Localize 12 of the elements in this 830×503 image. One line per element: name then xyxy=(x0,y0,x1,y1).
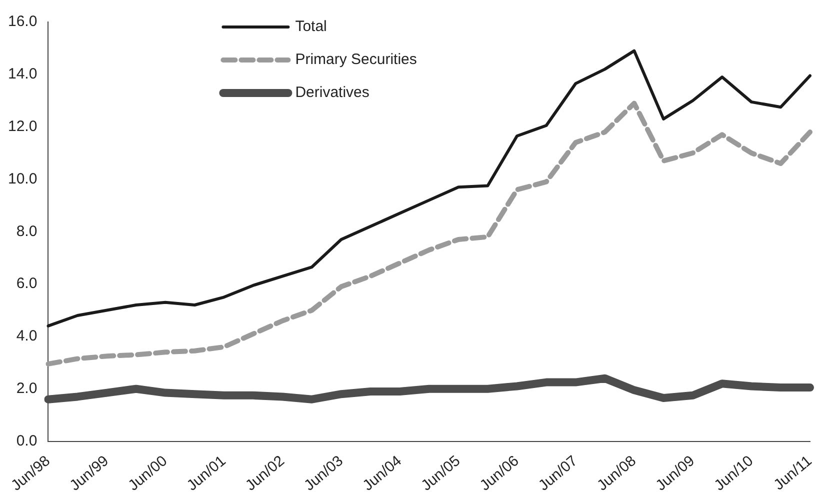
y-tick-label: 16.0 xyxy=(8,13,38,30)
y-tick-label: 4.0 xyxy=(16,328,38,345)
legend-label: Total xyxy=(295,18,327,36)
y-tick-label: 6.0 xyxy=(16,275,38,292)
y-tick-label: 14.0 xyxy=(8,66,38,83)
y-tick-label: 0.0 xyxy=(16,432,38,450)
y-tick-label: 2.0 xyxy=(16,380,38,397)
y-tick-label: 12.0 xyxy=(8,118,38,135)
legend-label: Derivatives xyxy=(295,84,370,102)
y-tick-label: 10.0 xyxy=(8,170,38,188)
legend-label: Primary Securities xyxy=(295,51,417,68)
y-tick-label: 8.0 xyxy=(16,222,38,240)
